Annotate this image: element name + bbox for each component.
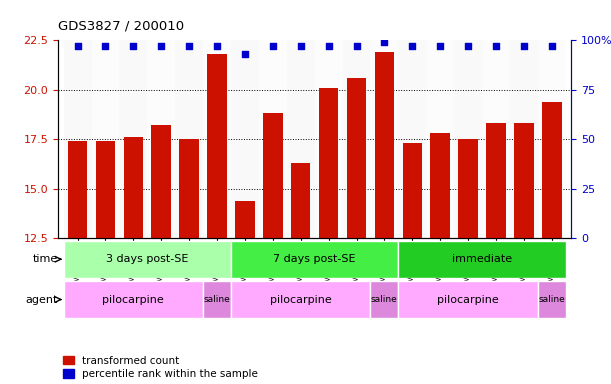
Bar: [542, 102, 562, 238]
Point: [296, 43, 306, 49]
Bar: [152, 125, 171, 238]
Bar: [123, 137, 143, 238]
Bar: [287, 40, 315, 238]
Text: pilocarpine: pilocarpine: [270, 295, 332, 305]
Bar: [64, 40, 92, 238]
Bar: [68, 141, 87, 238]
Text: agent: agent: [25, 295, 57, 305]
Bar: [175, 40, 203, 238]
Bar: [398, 40, 426, 238]
Point: [463, 43, 473, 49]
Text: 7 days post-SE: 7 days post-SE: [273, 254, 356, 264]
Bar: [403, 143, 422, 238]
Text: GDS3827 / 200010: GDS3827 / 200010: [58, 20, 184, 33]
Point: [519, 43, 529, 49]
Point: [185, 43, 194, 49]
Bar: [119, 40, 147, 238]
Bar: [514, 123, 533, 238]
Point: [324, 43, 334, 49]
Point: [73, 43, 82, 49]
Bar: [92, 40, 119, 238]
Bar: [486, 123, 506, 238]
Bar: [263, 114, 283, 238]
Bar: [347, 78, 366, 238]
Text: pilocarpine: pilocarpine: [103, 295, 164, 305]
Text: 3 days post-SE: 3 days post-SE: [106, 254, 188, 264]
Bar: [207, 54, 227, 238]
Text: saline: saline: [203, 295, 230, 304]
Point: [491, 43, 501, 49]
Point: [408, 43, 417, 49]
Bar: [398, 281, 538, 318]
Bar: [203, 40, 231, 238]
Bar: [430, 133, 450, 238]
Legend: transformed count, percentile rank within the sample: transformed count, percentile rank withi…: [64, 356, 258, 379]
Point: [156, 43, 166, 49]
Bar: [231, 281, 370, 318]
Text: saline: saline: [538, 295, 565, 304]
Bar: [64, 281, 203, 318]
Bar: [398, 241, 566, 278]
Point: [240, 51, 250, 57]
Point: [128, 43, 138, 49]
Bar: [375, 52, 394, 238]
Bar: [231, 40, 259, 238]
Bar: [482, 40, 510, 238]
Bar: [458, 139, 478, 238]
Point: [379, 39, 389, 45]
Bar: [510, 40, 538, 238]
Bar: [180, 139, 199, 238]
Bar: [291, 163, 310, 238]
Text: immediate: immediate: [452, 254, 512, 264]
Point: [212, 43, 222, 49]
Text: saline: saline: [371, 295, 398, 304]
Point: [268, 43, 278, 49]
Bar: [426, 40, 454, 238]
Point: [547, 43, 557, 49]
Bar: [343, 40, 370, 238]
Point: [101, 43, 111, 49]
Bar: [319, 88, 338, 238]
Bar: [538, 281, 566, 318]
Bar: [64, 241, 231, 278]
Bar: [370, 40, 398, 238]
Bar: [370, 281, 398, 318]
Bar: [147, 40, 175, 238]
Bar: [235, 200, 255, 238]
Text: time: time: [32, 254, 57, 264]
Point: [351, 43, 361, 49]
Bar: [538, 40, 566, 238]
Bar: [231, 241, 398, 278]
Bar: [96, 141, 115, 238]
Bar: [203, 281, 231, 318]
Bar: [259, 40, 287, 238]
Bar: [315, 40, 343, 238]
Bar: [454, 40, 482, 238]
Text: pilocarpine: pilocarpine: [437, 295, 499, 305]
Point: [435, 43, 445, 49]
